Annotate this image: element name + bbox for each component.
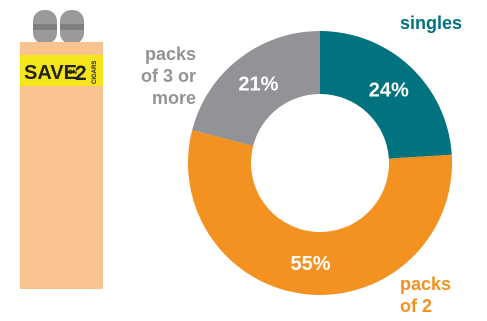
value-label-packs-of-3-or-more: 21% <box>238 74 278 96</box>
donut-chart: 24% 55% 21% <box>188 31 452 295</box>
cigar-tip-right-band <box>60 24 84 30</box>
sticker <box>20 55 103 86</box>
category-label-packs-of-2: packs of 2 <box>400 274 451 316</box>
sticker-on-text: ON <box>68 70 77 76</box>
cigar-pack-illustration: SAVE ON 2 CIGARS <box>20 10 103 289</box>
category-label-line: of 3 or <box>141 66 196 86</box>
category-label-line: of 2 <box>400 296 432 316</box>
slice-packs-of-3-or-more <box>192 31 320 146</box>
category-label-singles: singles <box>400 13 462 33</box>
slice-packs-of-2 <box>188 130 452 295</box>
category-label-line: packs <box>145 44 196 64</box>
category-label-line: singles <box>400 13 462 33</box>
sticker-main-text: SAVE <box>24 62 77 84</box>
cigar-tip-left-band <box>33 24 57 30</box>
slice-singles <box>320 31 452 159</box>
value-label-packs-of-2: 55% <box>291 253 331 275</box>
category-label-line: more <box>152 88 196 108</box>
sticker-sub-text: CIGARS <box>92 61 98 84</box>
category-label-packs-of-3-or-more: packs of 3 or more <box>141 44 196 108</box>
value-label-singles: 24% <box>369 80 409 102</box>
category-label-line: packs <box>400 274 451 294</box>
sticker-number-text: 2 <box>75 62 87 85</box>
